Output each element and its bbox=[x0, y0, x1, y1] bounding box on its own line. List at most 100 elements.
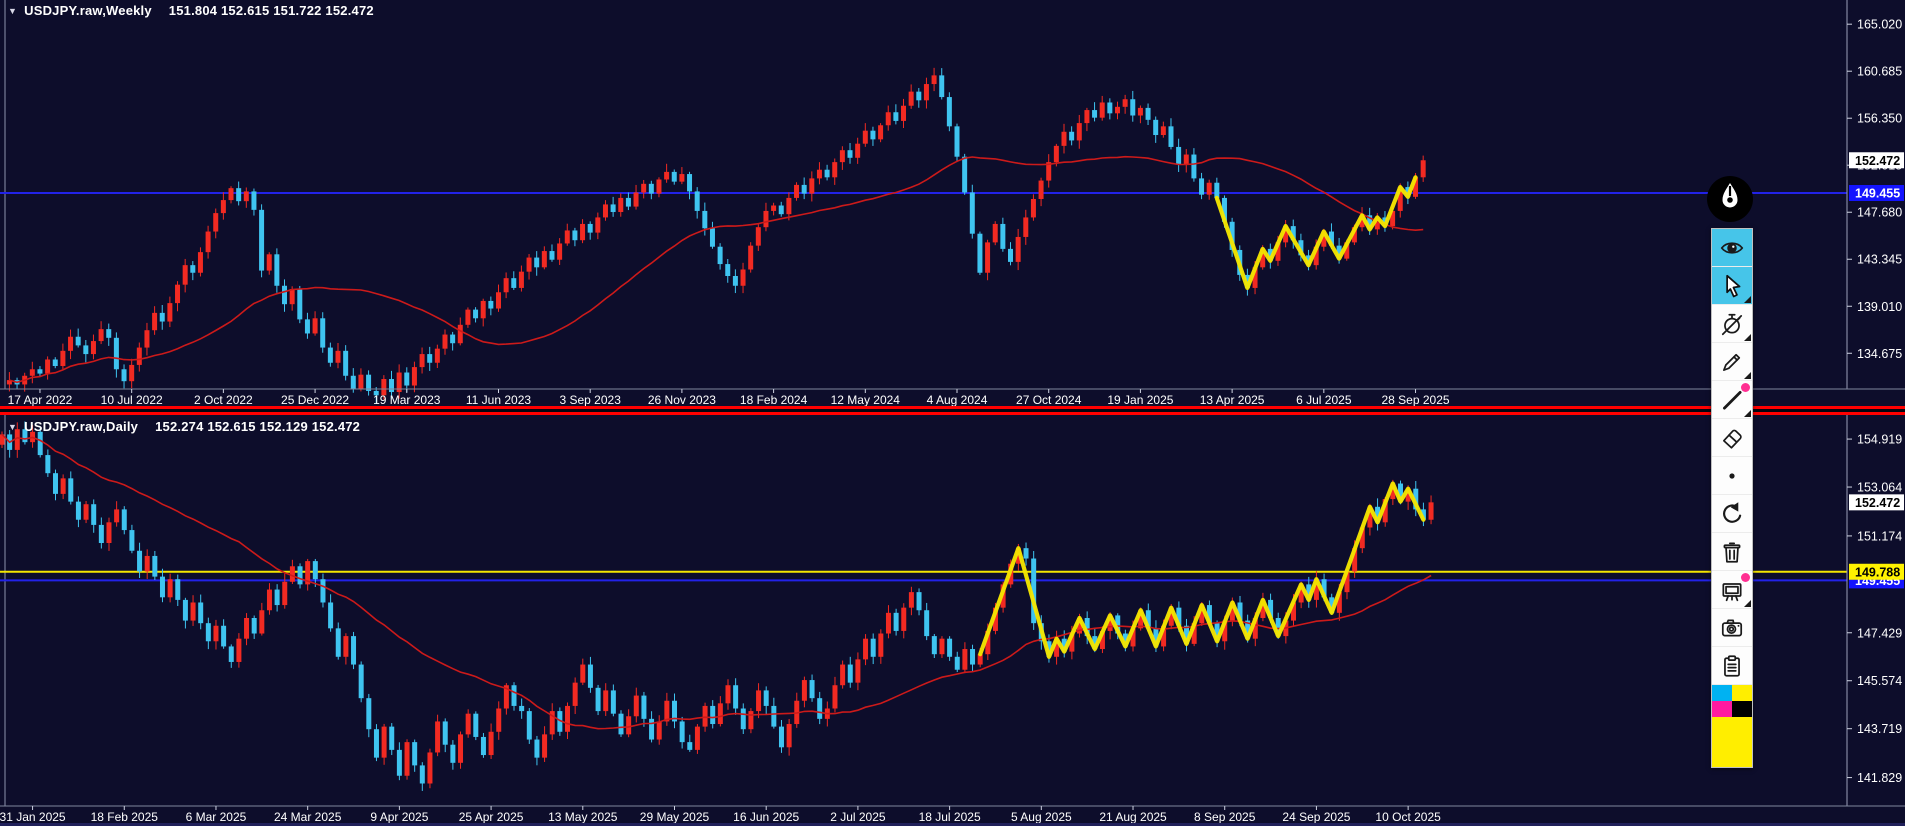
price-tick-label: 165.020 bbox=[1857, 18, 1902, 32]
time-tick-label: 27 Oct 2024 bbox=[1016, 393, 1082, 406]
candle-body bbox=[564, 230, 570, 244]
candle-body bbox=[350, 375, 356, 389]
daily-candlestick-chart[interactable]: 154.919 153.064 151.174 147.429 145.574 143.7… bbox=[0, 415, 1905, 826]
candle-body bbox=[488, 300, 494, 309]
line-tool-tool-button[interactable] bbox=[1712, 381, 1752, 419]
time-tick-label: 24 Mar 2025 bbox=[274, 810, 342, 824]
candle-body bbox=[526, 711, 532, 740]
price-axis[interactable]: 154.919 153.064 151.174 147.429 145.574 143.7… bbox=[1847, 433, 1902, 786]
freehand-annotation[interactable] bbox=[978, 481, 1426, 659]
clipboard-tool-button[interactable] bbox=[1712, 647, 1752, 685]
candle-body bbox=[1328, 231, 1334, 246]
candle-body bbox=[1015, 236, 1021, 262]
candle-body bbox=[794, 184, 800, 198]
level-price-tag bbox=[1849, 184, 1904, 201]
candle-body bbox=[641, 183, 647, 193]
time-tick-label: 5 Aug 2025 bbox=[1011, 810, 1072, 824]
pencil-tool-button[interactable] bbox=[1712, 343, 1752, 381]
candle-body bbox=[1023, 548, 1029, 559]
candle-body bbox=[740, 708, 746, 730]
price-tick-label: 147.429 bbox=[1857, 626, 1902, 640]
candle-body bbox=[366, 374, 372, 391]
board-tool-button[interactable] bbox=[1712, 571, 1752, 609]
candle-body bbox=[1229, 221, 1235, 250]
candle-body bbox=[786, 197, 792, 215]
cursor-tool-button[interactable] bbox=[1712, 267, 1752, 305]
candle-body bbox=[977, 654, 983, 665]
candle-body bbox=[366, 698, 372, 730]
candle-body bbox=[1367, 215, 1373, 230]
pen-nib-icon bbox=[1707, 176, 1753, 222]
palette-color-0[interactable] bbox=[1712, 685, 1732, 701]
current-color-swatch[interactable] bbox=[1712, 717, 1752, 767]
time-tick-label: 2 Jul 2025 bbox=[830, 810, 886, 824]
submenu-corner-icon bbox=[1744, 296, 1751, 303]
candle-body bbox=[45, 455, 51, 474]
candle-body bbox=[465, 309, 471, 325]
candle-body bbox=[1107, 615, 1113, 631]
candle-body bbox=[1367, 506, 1373, 528]
candle-body bbox=[282, 581, 288, 606]
candle-body bbox=[1420, 509, 1426, 520]
eye-tool-button[interactable] bbox=[1712, 229, 1752, 267]
candle-body bbox=[740, 269, 746, 286]
candle-body bbox=[404, 742, 410, 776]
candle-body bbox=[282, 285, 288, 305]
candle-body bbox=[771, 205, 777, 211]
time-axis[interactable]: 17 Apr 2022 10 Jul 2022 2 Oct 2022 25 Dec 2… bbox=[8, 389, 1450, 406]
candle-body bbox=[60, 478, 66, 494]
candle-body bbox=[442, 334, 448, 349]
moving-average-line[interactable] bbox=[1, 433, 1432, 730]
candle-body bbox=[534, 739, 540, 758]
timer-off-tool-button[interactable] bbox=[1712, 305, 1752, 343]
candle-body bbox=[1329, 597, 1335, 613]
candle-body bbox=[862, 130, 868, 144]
candle-body bbox=[1390, 210, 1396, 227]
time-tick-label: 16 Jun 2025 bbox=[733, 810, 799, 824]
eraser-tool-button[interactable] bbox=[1712, 419, 1752, 457]
candle-body bbox=[1397, 187, 1403, 211]
moving-average-line[interactable] bbox=[9, 155, 1424, 384]
candle-body bbox=[190, 602, 196, 621]
candle-body bbox=[159, 312, 165, 322]
candle-body bbox=[893, 112, 899, 121]
candle-body bbox=[1413, 488, 1419, 510]
palette-color-3[interactable] bbox=[1732, 701, 1752, 717]
price-tick-label: 151.174 bbox=[1857, 529, 1902, 543]
candle-body bbox=[1023, 217, 1029, 237]
candle-body bbox=[733, 685, 739, 709]
candle-body bbox=[52, 473, 58, 494]
time-tick-label: 31 Jan 2025 bbox=[0, 810, 66, 824]
palette-color-2[interactable] bbox=[1712, 701, 1732, 717]
candle-body bbox=[931, 75, 937, 85]
pen-launcher-button[interactable] bbox=[1707, 176, 1753, 222]
color-indicator-dot bbox=[1741, 573, 1750, 582]
candle-body bbox=[947, 638, 953, 657]
undo-tool-button[interactable] bbox=[1712, 495, 1752, 533]
time-axis[interactable]: 31 Jan 2025 18 Feb 2025 6 Mar 2025 24 Mar 2… bbox=[0, 806, 1441, 824]
candle-body bbox=[954, 126, 960, 157]
dot-size-tool-button[interactable] bbox=[1712, 457, 1752, 495]
price-tick-label: 139.010 bbox=[1857, 300, 1902, 314]
candle-body bbox=[572, 230, 578, 241]
candle-body bbox=[946, 97, 952, 127]
window-separator[interactable] bbox=[0, 406, 1905, 415]
candle-body bbox=[213, 625, 219, 642]
camera-tool-button[interactable] bbox=[1712, 609, 1752, 647]
freehand-annotation[interactable] bbox=[1214, 175, 1418, 290]
candle-body bbox=[557, 243, 563, 260]
candle-body bbox=[144, 330, 150, 348]
candle-body bbox=[1015, 548, 1021, 564]
candle-body bbox=[954, 656, 960, 670]
candle-body bbox=[1053, 145, 1059, 163]
candle-body bbox=[496, 708, 502, 732]
candle-body bbox=[709, 228, 715, 247]
candle-body bbox=[847, 664, 853, 683]
candle-body bbox=[1122, 633, 1128, 647]
weekly-candlestick-chart[interactable]: 165.020160.685156.350152.015147.680143.3… bbox=[0, 0, 1905, 406]
candle-body bbox=[434, 348, 440, 363]
trash-tool-button[interactable] bbox=[1712, 533, 1752, 571]
palette-color-1[interactable] bbox=[1732, 685, 1752, 701]
color-indicator-dot bbox=[1741, 383, 1750, 392]
candle-body bbox=[839, 150, 845, 163]
